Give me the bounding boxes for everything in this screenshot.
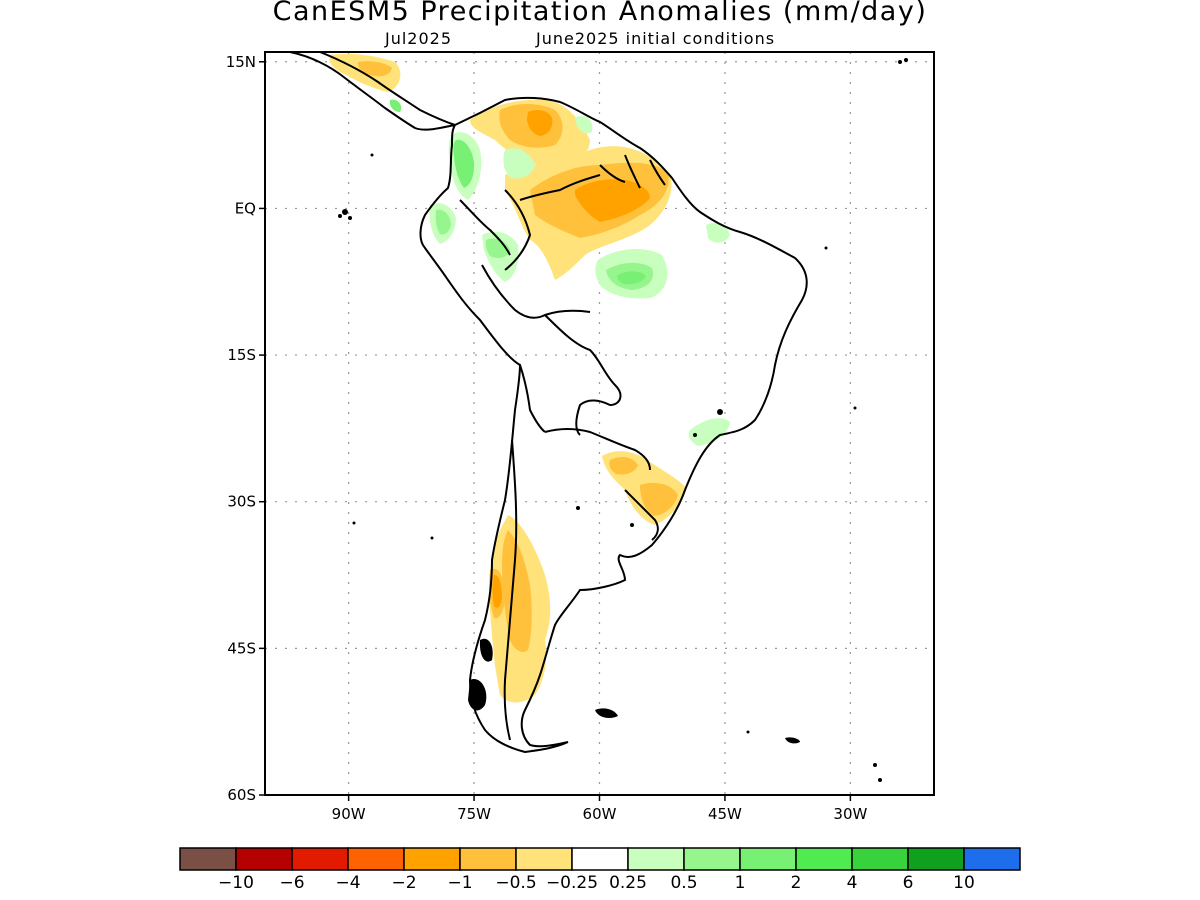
- colorbar-label: −10: [218, 873, 254, 893]
- colorbar-label: 1: [735, 873, 746, 893]
- lon-tick-label: 75W: [457, 805, 491, 823]
- coastlines: [289, 52, 808, 754]
- colorbar-label: 4: [847, 873, 858, 893]
- colorbar-swatch: [179, 847, 237, 871]
- colorbar-swatch: [403, 847, 461, 871]
- colorbar-swatch: [235, 847, 293, 871]
- southern-andes-strong-dry-anomaly: [492, 574, 502, 608]
- venezuela-border: [504, 174, 601, 271]
- colorbar-label: 6: [903, 873, 914, 893]
- chile-argentina-border: [503, 439, 518, 741]
- colorbar-swatch: [627, 847, 685, 871]
- argentina-border: [544, 428, 651, 471]
- lat-tick-label: 15S: [227, 346, 256, 364]
- paraguay-dry-anomaly: [609, 457, 638, 475]
- colorbar-swatch: [571, 847, 629, 871]
- uruguay-border: [624, 489, 659, 541]
- guiana-strong-dry-anomaly: [575, 179, 650, 222]
- northeast-brazil-wet-anomaly: [706, 223, 730, 243]
- lon-tick-label: 60W: [583, 805, 617, 823]
- colorbar: −10 −6 −4 −2 −1 −0.5 −0.25 0.25 0.5 1 2 4 6 10: [179, 847, 1021, 893]
- southeast-brazil-wet-anomaly: [688, 418, 730, 446]
- valid-month: Jul2025: [385, 29, 453, 48]
- tobago-wet-anomaly: [575, 115, 593, 134]
- lon-tick-label: 30W: [833, 805, 867, 823]
- uruguay-dry-anomaly: [640, 482, 678, 516]
- south-america-coastline: [419, 96, 808, 754]
- lat-tick-label: EQ: [235, 199, 256, 217]
- colorbar-label: −0.5: [495, 873, 536, 893]
- colombia-border: [459, 199, 511, 256]
- colorbar-swatch: [739, 847, 797, 871]
- lat-tick-label: 60S: [227, 786, 256, 804]
- lat-tick-label: 15N: [226, 53, 256, 71]
- colombia-strong-wet-anomaly: [453, 139, 475, 188]
- islands: [338, 58, 908, 782]
- colorbar-swatch: [851, 847, 909, 871]
- peru-border: [481, 264, 591, 319]
- colorbar-label: −1: [447, 873, 472, 893]
- venezuela-strong-dry-anomaly: [527, 110, 553, 136]
- lat-tick-label: 30S: [227, 493, 256, 511]
- colorbar-swatch: [963, 847, 1021, 871]
- brazil-bolivia-border: [544, 314, 622, 436]
- lon-tick-label: 90W: [332, 805, 366, 823]
- bolivia-chile-border: [519, 364, 546, 433]
- colorbar-label: 2: [791, 873, 802, 893]
- lat-tick-label: 45S: [227, 639, 256, 657]
- colorbar-swatch: [907, 847, 965, 871]
- map-title: CanESM5 Precipitation Anomalies (mm/day): [272, 0, 928, 27]
- colorbar-swatch: [515, 847, 573, 871]
- caribbean-moderate-dry-anomaly: [357, 61, 392, 77]
- ecuador-strong-wet-anomaly: [435, 209, 451, 235]
- colorbar-label: −0.25: [546, 873, 598, 893]
- lon-tick-label: 45W: [708, 805, 742, 823]
- colorbar-label: 0.25: [609, 873, 647, 893]
- colorbar-swatch: [347, 847, 405, 871]
- panama-wet-anomaly: [389, 99, 402, 112]
- colorbar-swatch: [291, 847, 349, 871]
- initial-conditions: June2025 initial conditions: [536, 29, 776, 48]
- colorbar-swatch: [795, 847, 853, 871]
- colorbar-label: 10: [953, 873, 975, 893]
- colorbar-label: −2: [391, 873, 416, 893]
- map-axes: 15N EQ 15S 30S 45S 60S 90W 75W 60W 45W 30W: [226, 53, 868, 823]
- colorbar-label: −6: [279, 873, 304, 893]
- peru-moderate-wet-anomaly: [485, 238, 510, 258]
- central-amazon-strong-wet-anomaly: [617, 271, 646, 285]
- guiana-borders: [599, 154, 666, 189]
- central-america-coastline: [289, 52, 456, 131]
- colorbar-swatch: [459, 847, 517, 871]
- colorbar-label: −4: [335, 873, 360, 893]
- colorbar-swatch: [683, 847, 741, 871]
- venezuela-wet-anomaly: [503, 148, 535, 179]
- colorbar-label: 0.5: [670, 873, 697, 893]
- anomaly-shading: [329, 53, 730, 703]
